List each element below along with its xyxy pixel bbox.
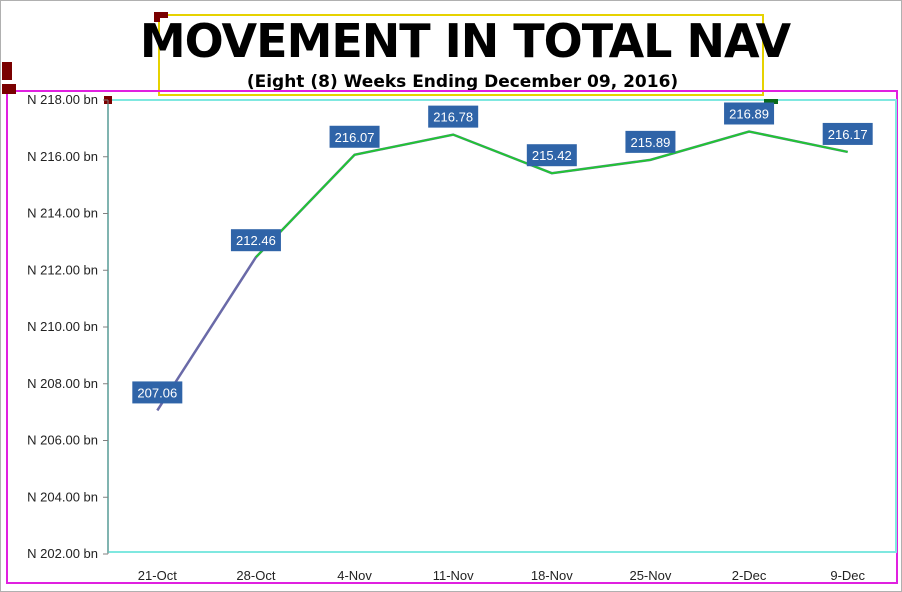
plot-resize-handle[interactable] [764, 99, 778, 104]
data-label-box [526, 144, 577, 167]
title-selection-box[interactable] [158, 14, 764, 96]
data-label: 216.78 [433, 110, 473, 125]
chart-title: MOVEMENT IN TOTAL NAV [139, 14, 791, 68]
x-tick-label: 2-Dec [732, 568, 767, 583]
y-tick-label: N 206.00 bn [27, 433, 98, 448]
y-tick-label: N 210.00 bn [27, 319, 98, 334]
data-label-box [230, 229, 281, 252]
series-line-highlight [255, 130, 848, 258]
y-tick-label: N 216.00 bn [27, 149, 98, 164]
x-tick-label: 28-Oct [236, 568, 275, 583]
x-tick-label: 9-Dec [830, 568, 865, 583]
y-tick-label: N 208.00 bn [27, 376, 98, 391]
data-label-box [329, 125, 380, 148]
y-tick-label: N 214.00 bn [27, 206, 98, 221]
y-tick-label: N 202.00 bn [27, 546, 98, 561]
data-label: 216.17 [828, 127, 868, 142]
data-label-box [724, 102, 775, 125]
data-label: 215.42 [532, 148, 572, 163]
chart-subtitle: (Eight (8) Weeks Ending December 09, 201… [246, 72, 679, 92]
chart-resize-handle[interactable] [2, 84, 16, 94]
x-tick-label: 4-Nov [337, 568, 372, 583]
title-resize-handle[interactable] [154, 12, 160, 22]
data-label-box [822, 122, 873, 145]
x-tick-label: 11-Nov [433, 568, 474, 583]
data-label-box [132, 381, 183, 404]
data-label: 215.89 [631, 135, 671, 150]
y-tick-label: N 218.00 bn [27, 92, 98, 107]
x-tick-label: 25-Nov [629, 568, 671, 583]
data-label: 212.46 [236, 233, 276, 248]
chart-resize-handle[interactable] [2, 62, 12, 80]
chart-area-selection-box[interactable] [6, 90, 898, 584]
data-label-box [428, 105, 479, 128]
y-tick-label: N 212.00 bn [27, 262, 98, 277]
x-tick-label: 21-Oct [138, 568, 177, 583]
y-tick-label: N 204.00 bn [27, 489, 98, 504]
data-label: 207.06 [137, 385, 177, 400]
x-tick-label: 18-Nov [531, 568, 573, 583]
title-resize-handle[interactable] [154, 12, 168, 18]
data-label: 216.89 [729, 106, 769, 121]
series-line [156, 130, 848, 412]
data-label-box [625, 130, 676, 153]
data-label: 216.07 [335, 130, 375, 145]
